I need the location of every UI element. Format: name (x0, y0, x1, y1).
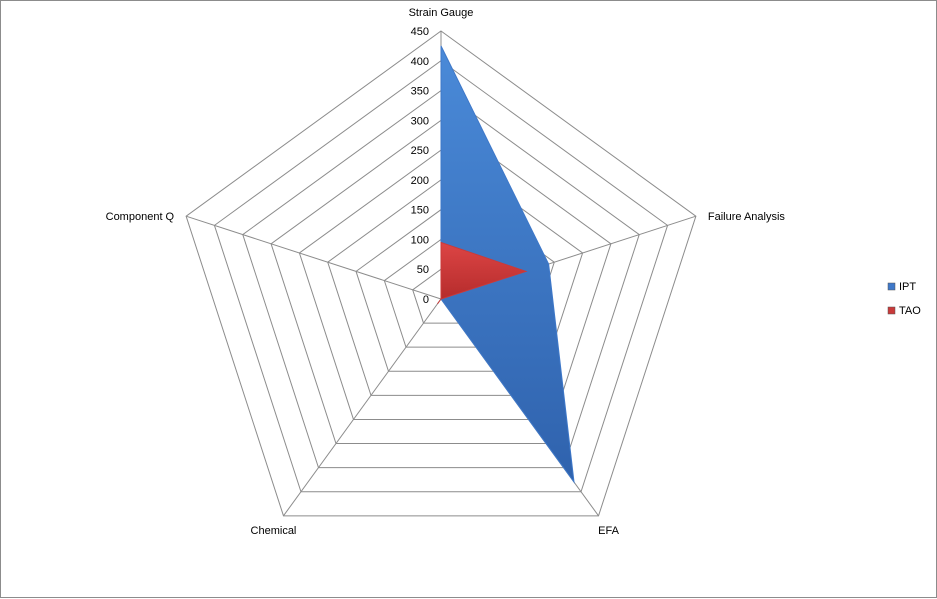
legend: IPT TAO (887, 281, 921, 317)
radar-series (437, 45, 575, 484)
grid-ring (185, 30, 697, 517)
legend-swatch-ipt (887, 282, 896, 291)
tick-label: 400 (411, 56, 429, 68)
category-labels: Strain Gauge Failure Analysis EFA Chemical C… (106, 7, 786, 537)
radial-axis-ticks: 0 50 100 150 200 250 300 350 400 450 (411, 26, 429, 306)
tick-label: 0 (423, 294, 429, 306)
tick-label: 150 (411, 205, 429, 217)
category-label: Strain Gauge (409, 7, 474, 19)
tick-label: 350 (411, 86, 429, 98)
grid-ring (242, 89, 640, 469)
grid-ring (213, 60, 669, 493)
grid-spoke (185, 215, 442, 300)
tick-label: 300 (411, 115, 429, 127)
grid-spoke (283, 298, 442, 517)
category-label: Component Q (106, 211, 175, 223)
tick-label: 100 (411, 234, 429, 246)
tick-label: 450 (411, 26, 429, 38)
tick-label: 200 (411, 175, 429, 187)
legend-label-tao: TAO (899, 305, 921, 317)
category-label: Failure Analysis (708, 211, 786, 223)
legend-label-ipt: IPT (899, 281, 916, 293)
tick-label: 250 (411, 145, 429, 157)
legend-swatch-tao (887, 306, 896, 315)
tick-label: 50 (417, 264, 429, 276)
grid-ring (270, 119, 612, 445)
category-label: Chemical (251, 525, 297, 537)
series-area-tao (437, 241, 528, 305)
series-area-ipt (440, 45, 575, 484)
category-label: EFA (598, 525, 619, 537)
grid-ring (298, 149, 584, 420)
